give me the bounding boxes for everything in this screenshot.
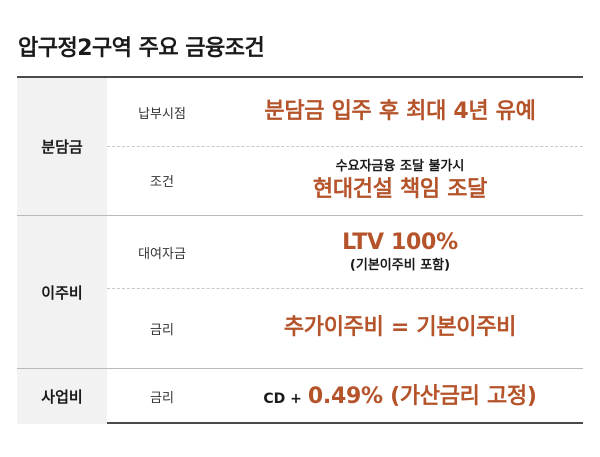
table-row: 대여자금 LTV 100% (기본이주비 포함) [107, 216, 583, 289]
highlight-text: 분담금 입주 후 최대 4년 유예 [264, 99, 536, 125]
row-value: 수요자금융 조달 불가시 현대건설 책임 조달 [217, 158, 583, 204]
row-value: 추가이주비 = 기본이주비 [217, 314, 583, 342]
rate-prefix: CD + [263, 390, 302, 407]
row-label: 납부시점 [138, 106, 186, 122]
section-contribution: 분담금 납부시점 분담금 입주 후 최대 4년 유예 조건 수요자금융 조달 불… [17, 78, 583, 215]
highlight-text: 현대건설 책임 조달 [312, 176, 488, 202]
row-value: 분담금 입주 후 최대 4년 유예 [217, 98, 583, 126]
highlight-text: 추가이주비 = 기본이주비 [283, 315, 517, 341]
section-project-cost: 사업비 금리 CD + 0.49% (가산금리 고정) [17, 369, 583, 424]
row-label: 대여자금 [138, 246, 186, 262]
rate-line: CD + 0.49% (가산금리 고정) [263, 383, 537, 411]
row-label: 조건 [150, 175, 174, 190]
page-title: 압구정2구역 주요 금융조건 [18, 36, 265, 61]
row-label: 금리 [150, 391, 174, 406]
financing-conditions-table: 분담금 납부시점 분담금 입주 후 최대 4년 유예 조건 수요자금융 조달 불… [17, 76, 583, 424]
category-label: 이주비 [17, 216, 107, 368]
table-row: 금리 추가이주비 = 기본이주비 [107, 288, 583, 368]
section-relocation: 이주비 대여자금 LTV 100% (기본이주비 포함) 금리 추가이주비 = … [17, 215, 583, 369]
category-label: 분담금 [17, 78, 107, 215]
note-text: 수요자금융 조달 불가시 [335, 158, 465, 174]
row-value: CD + 0.49% (가산금리 고정) [217, 383, 583, 411]
table-row: 납부시점 분담금 입주 후 최대 4년 유예 [107, 78, 583, 147]
highlight-text: LTV 100% [342, 230, 458, 256]
category-label: 사업비 [17, 369, 107, 424]
row-value: LTV 100% (기본이주비 포함) [217, 229, 583, 275]
row-label: 금리 [150, 322, 174, 338]
note-text: (기본이주비 포함) [349, 257, 451, 273]
table-row: 금리 CD + 0.49% (가산금리 고정) [107, 369, 583, 424]
highlight-text: 0.49% (가산금리 고정) [307, 383, 537, 409]
table-row: 조건 수요자금융 조달 불가시 현대건설 책임 조달 [107, 146, 583, 215]
